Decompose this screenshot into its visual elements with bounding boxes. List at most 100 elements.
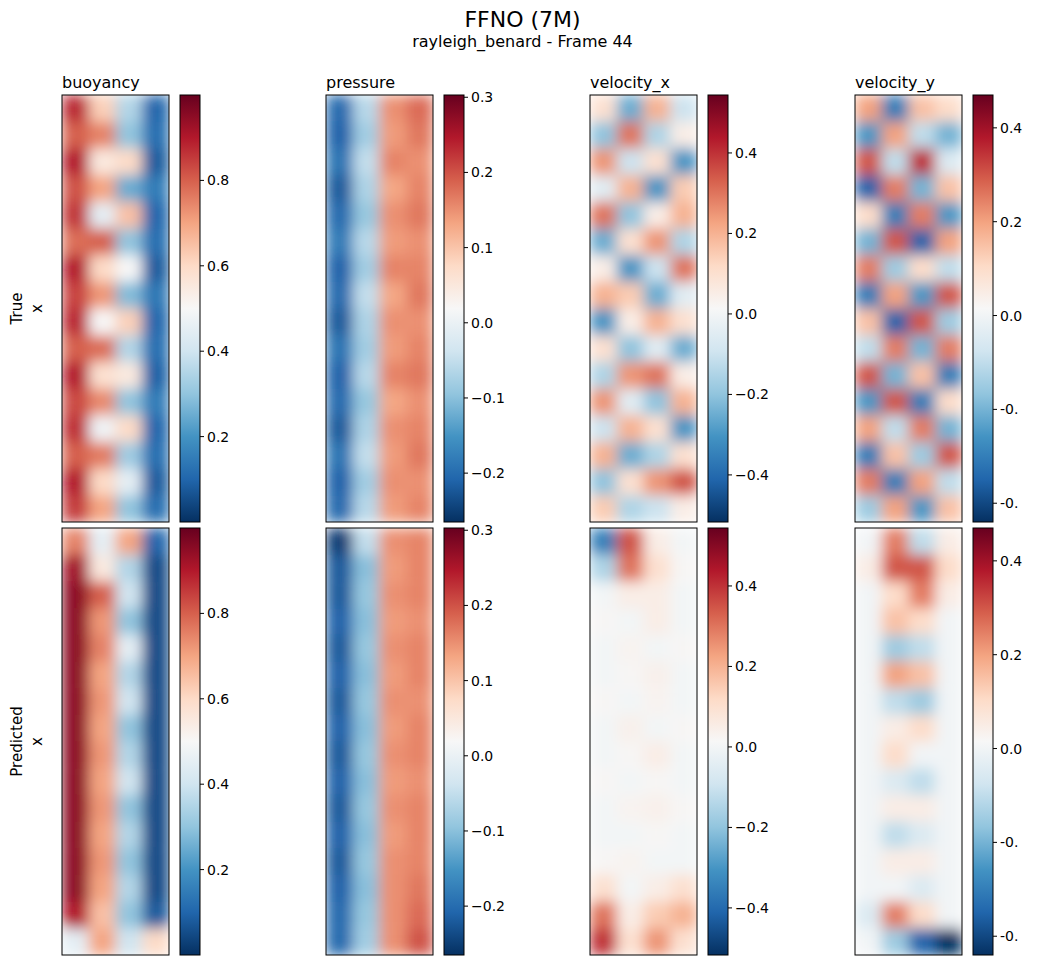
cell bbox=[89, 555, 116, 582]
cell bbox=[644, 661, 671, 688]
cell bbox=[353, 442, 380, 469]
cell bbox=[89, 902, 116, 929]
cell bbox=[116, 362, 143, 389]
cell bbox=[353, 555, 380, 582]
row-label: x bbox=[28, 737, 46, 746]
cell bbox=[909, 148, 936, 175]
cell bbox=[116, 255, 143, 282]
cell bbox=[590, 442, 617, 469]
cell bbox=[89, 228, 116, 255]
cell bbox=[326, 795, 353, 822]
cell bbox=[909, 902, 936, 929]
cell bbox=[62, 469, 89, 496]
cell bbox=[909, 309, 936, 336]
cell bbox=[142, 688, 169, 715]
cell bbox=[909, 715, 936, 742]
colorbar-tick bbox=[464, 906, 468, 907]
cell bbox=[617, 768, 644, 795]
colorbar-tick bbox=[993, 503, 997, 504]
cell bbox=[935, 528, 962, 555]
cell bbox=[670, 335, 697, 362]
colorbar-tick bbox=[464, 172, 468, 173]
cell bbox=[590, 148, 617, 175]
cell bbox=[326, 928, 353, 955]
cell bbox=[353, 148, 380, 175]
cell bbox=[855, 902, 882, 929]
cell bbox=[116, 228, 143, 255]
cell bbox=[670, 309, 697, 336]
cell bbox=[406, 469, 433, 496]
cell bbox=[617, 469, 644, 496]
cell bbox=[406, 581, 433, 608]
colorbar-tick bbox=[200, 698, 204, 699]
cell bbox=[116, 202, 143, 229]
cell bbox=[116, 389, 143, 416]
cell bbox=[909, 635, 936, 662]
panel-frame bbox=[62, 95, 169, 522]
cell bbox=[353, 528, 380, 555]
cell bbox=[617, 442, 644, 469]
cell bbox=[590, 822, 617, 849]
cell bbox=[406, 442, 433, 469]
colorbar-tick-label: -0. bbox=[1000, 401, 1018, 417]
cell bbox=[644, 255, 671, 282]
cell bbox=[670, 415, 697, 442]
cell bbox=[353, 581, 380, 608]
cell bbox=[855, 795, 882, 822]
cell bbox=[89, 822, 116, 849]
cell bbox=[326, 688, 353, 715]
cell bbox=[855, 555, 882, 582]
cell bbox=[353, 95, 380, 122]
colorbar-tick bbox=[464, 247, 468, 248]
cell bbox=[644, 335, 671, 362]
cell bbox=[62, 255, 89, 282]
heatmap bbox=[855, 95, 962, 522]
cell bbox=[644, 469, 671, 496]
cell bbox=[909, 202, 936, 229]
colorbar bbox=[444, 528, 464, 955]
colorbar-tick bbox=[728, 585, 732, 586]
cell bbox=[882, 335, 909, 362]
colorbar-tick-label: 0.2 bbox=[471, 164, 493, 180]
cell bbox=[116, 335, 143, 362]
cell bbox=[855, 635, 882, 662]
cell bbox=[142, 442, 169, 469]
cell bbox=[909, 688, 936, 715]
figure: FFNO (7M)rayleigh_benard - Frame 44buoya… bbox=[0, 0, 1045, 960]
column-title: velocity_y bbox=[855, 73, 935, 93]
cell bbox=[855, 95, 882, 122]
cell bbox=[62, 688, 89, 715]
cell bbox=[935, 309, 962, 336]
cell bbox=[590, 335, 617, 362]
cell bbox=[882, 635, 909, 662]
cell bbox=[935, 822, 962, 849]
cell bbox=[326, 362, 353, 389]
colorbar-tick-label: 0.2 bbox=[1000, 214, 1022, 230]
colorbar bbox=[708, 528, 728, 955]
cell bbox=[326, 528, 353, 555]
cell bbox=[89, 635, 116, 662]
heatmap-cells bbox=[855, 528, 962, 955]
cell bbox=[882, 148, 909, 175]
colorbar-tick bbox=[728, 394, 732, 395]
colorbar-tick bbox=[728, 233, 732, 234]
colorbar-tick-label: 0.4 bbox=[207, 776, 229, 792]
colorbar-tick-label: 0.4 bbox=[735, 145, 757, 161]
cell bbox=[89, 282, 116, 309]
cell bbox=[590, 715, 617, 742]
cell bbox=[326, 202, 353, 229]
cell bbox=[353, 848, 380, 875]
cell bbox=[326, 715, 353, 742]
cell bbox=[326, 608, 353, 635]
colorbar-tick-label: 0.2 bbox=[207, 429, 229, 445]
cell bbox=[380, 768, 407, 795]
cell bbox=[380, 175, 407, 202]
cell bbox=[353, 202, 380, 229]
cell bbox=[882, 95, 909, 122]
cell bbox=[617, 495, 644, 522]
row-label: True bbox=[8, 293, 26, 326]
cell bbox=[142, 795, 169, 822]
cell bbox=[380, 661, 407, 688]
cell bbox=[326, 282, 353, 309]
cell bbox=[855, 848, 882, 875]
